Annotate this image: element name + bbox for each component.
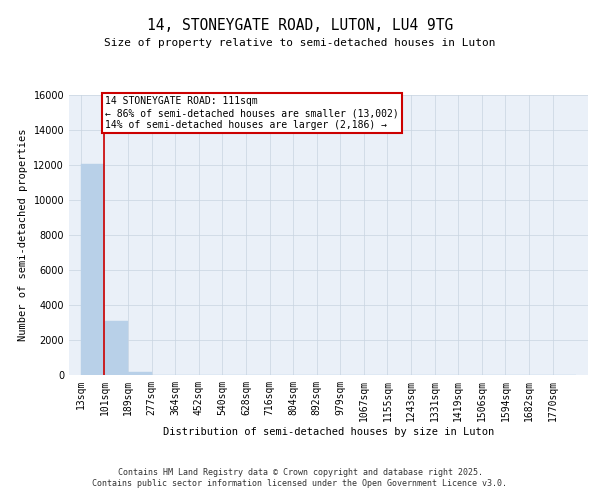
Text: 14 STONEYGATE ROAD: 111sqm
← 86% of semi-detached houses are smaller (13,002)
14: 14 STONEYGATE ROAD: 111sqm ← 86% of semi… — [105, 96, 398, 130]
Bar — [81, 164, 104, 375]
Text: Contains HM Land Registry data © Crown copyright and database right 2025.
Contai: Contains HM Land Registry data © Crown c… — [92, 468, 508, 487]
Text: 14, STONEYGATE ROAD, LUTON, LU4 9TG: 14, STONEYGATE ROAD, LUTON, LU4 9TG — [147, 18, 453, 32]
Y-axis label: Number of semi-detached properties: Number of semi-detached properties — [18, 128, 28, 341]
Text: Size of property relative to semi-detached houses in Luton: Size of property relative to semi-detach… — [104, 38, 496, 48]
Bar — [128, 372, 152, 375]
X-axis label: Distribution of semi-detached houses by size in Luton: Distribution of semi-detached houses by … — [163, 426, 494, 436]
Bar — [104, 321, 128, 375]
